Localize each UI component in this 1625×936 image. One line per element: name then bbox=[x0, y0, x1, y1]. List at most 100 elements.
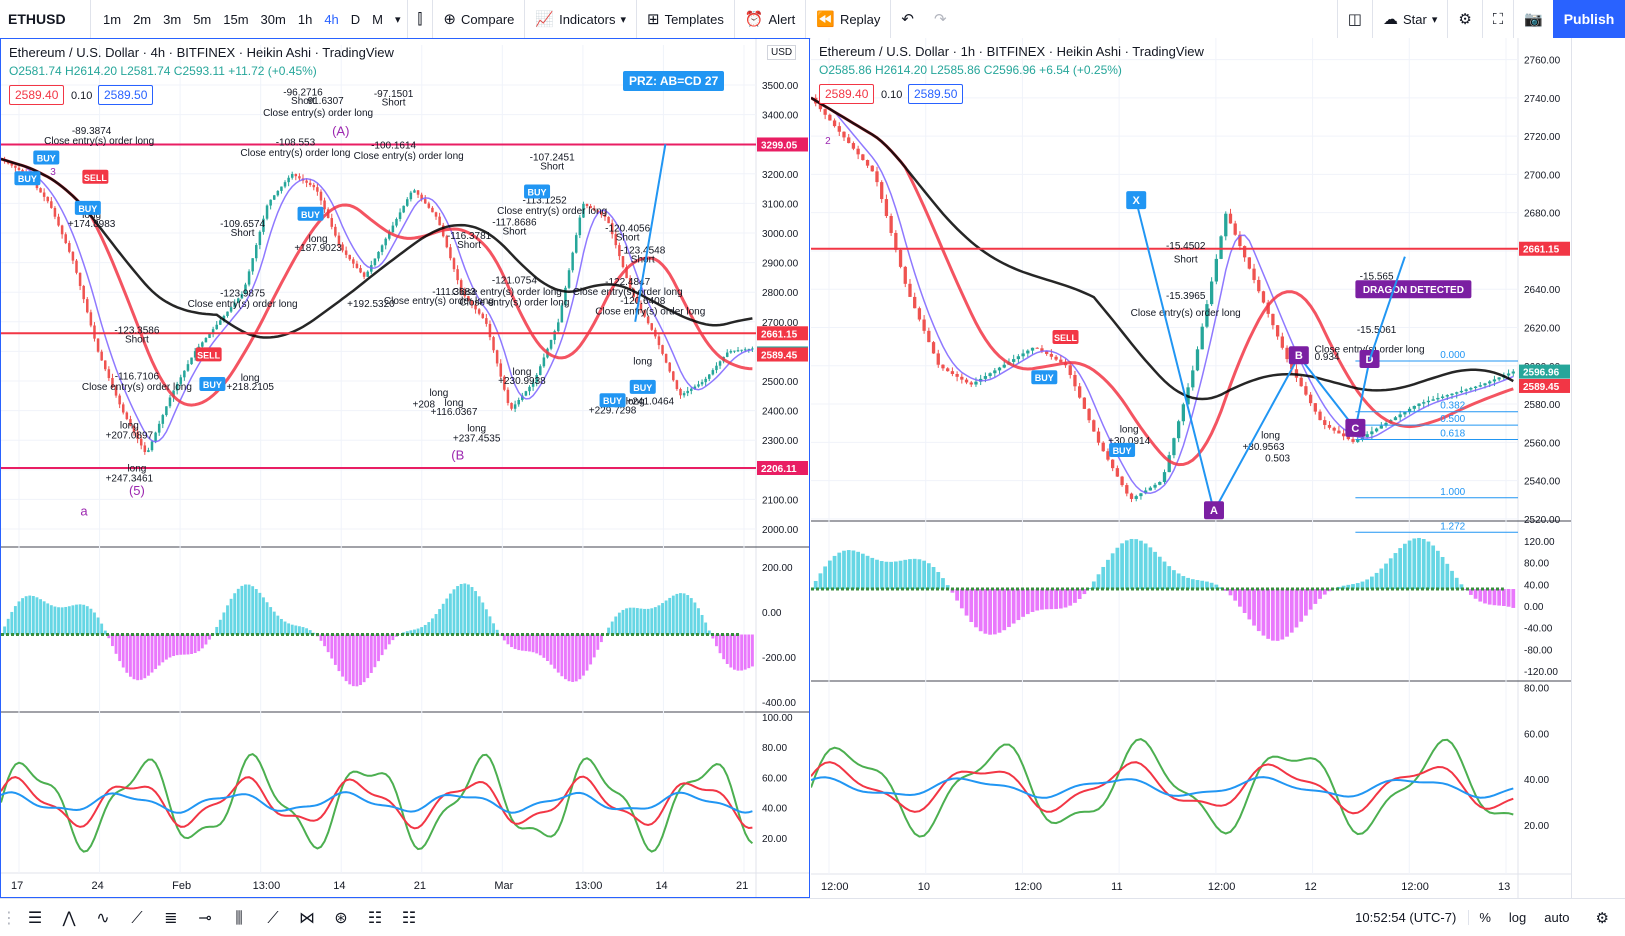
alert-button[interactable]: ⏰ Alert bbox=[733, 0, 805, 38]
position-icon[interactable]: ⫼ bbox=[235, 907, 243, 927]
percent-toggle[interactable]: % bbox=[1468, 910, 1501, 925]
candle bbox=[861, 154, 865, 161]
measure-icon[interactable]: ☷ bbox=[401, 908, 417, 927]
osc-axis-label: -120.00 bbox=[1524, 667, 1558, 678]
log-toggle[interactable]: log bbox=[1508, 910, 1527, 925]
redo-button[interactable]: ↷ bbox=[924, 0, 957, 38]
candle bbox=[847, 137, 851, 144]
layout-button[interactable]: ◫ bbox=[1336, 0, 1372, 38]
strategy-annotation: -15.5061 bbox=[1357, 325, 1397, 336]
timeframe-30m[interactable]: 30m bbox=[260, 11, 286, 27]
chevron-down-icon: ▾ bbox=[1431, 12, 1438, 26]
signal-marker bbox=[297, 206, 324, 221]
candle bbox=[1214, 258, 1218, 282]
candle bbox=[711, 370, 715, 375]
candle bbox=[1181, 404, 1186, 422]
undo-button[interactable]: ↶ bbox=[890, 0, 924, 38]
rewind-icon: ⏪ bbox=[816, 10, 835, 28]
plus-circle-icon: ⊕ bbox=[443, 10, 456, 28]
drag-handle-icon[interactable]: ⋮ bbox=[1, 908, 17, 927]
candle bbox=[856, 148, 860, 155]
right-sell-price[interactable]: 2589.40 bbox=[819, 84, 875, 104]
price-tag bbox=[1519, 378, 1570, 393]
symbol-search[interactable]: ETHUSD bbox=[0, 0, 91, 38]
pattern-point-marker bbox=[1203, 501, 1224, 520]
candle bbox=[1374, 428, 1379, 432]
horizontal-line-icon[interactable]: ⊸ bbox=[198, 908, 212, 927]
menu-icon[interactable]: ☰ bbox=[27, 908, 43, 927]
cycle-icon[interactable]: ⊛ bbox=[334, 908, 348, 927]
compare-button[interactable]: ⊕ Compare bbox=[432, 0, 524, 38]
right-chart-panel[interactable]: 2760.002740.002720.002700.002680.002660.… bbox=[811, 38, 1571, 898]
chevron-down-icon[interactable]: ▾ bbox=[395, 12, 401, 26]
price-axis-label: 2520.00 bbox=[1524, 515, 1561, 526]
currency-selector[interactable]: USD bbox=[767, 45, 797, 60]
right-chart-canvas[interactable]: 2760.002740.002720.002700.002680.002660.… bbox=[811, 38, 1571, 898]
timeframe-list: 1m 2m 3m 5m 15m 30m 1h 4h D M bbox=[91, 12, 389, 27]
candle bbox=[348, 254, 351, 260]
bar-style-button[interactable]: ⫿ bbox=[406, 0, 433, 38]
right-chart-title[interactable]: Ethereum / U.S. Dollar · 1h · BITFINEX ·… bbox=[819, 44, 1204, 59]
snapshot-button[interactable]: 📷 bbox=[1513, 0, 1553, 38]
replay-button[interactable]: ⏪ Replay bbox=[805, 0, 890, 38]
projection-line[interactable] bbox=[1368, 256, 1406, 361]
candle bbox=[693, 386, 697, 389]
publish-button[interactable]: Publish bbox=[1553, 0, 1625, 38]
left-chart-title[interactable]: Ethereum / U.S. Dollar · 4h · BITFINEX ·… bbox=[9, 45, 394, 60]
timeframe-D[interactable]: D bbox=[350, 11, 361, 27]
timeframe-15m[interactable]: 15m bbox=[223, 11, 249, 27]
candle bbox=[818, 103, 823, 110]
templates-button[interactable]: ⊞ Templates bbox=[636, 0, 734, 38]
layout-name-button[interactable]: ☁ Star ▾ bbox=[1371, 0, 1447, 38]
candle bbox=[974, 381, 978, 385]
text-icon[interactable]: ☷ bbox=[367, 908, 383, 927]
candle bbox=[1332, 427, 1336, 431]
timeframe-2m[interactable]: 2m bbox=[133, 11, 152, 27]
xabcd-icon[interactable]: ⋈ bbox=[299, 908, 315, 927]
candle bbox=[1455, 392, 1459, 394]
timeframe-1h[interactable]: 1h bbox=[297, 11, 313, 27]
candle bbox=[445, 236, 449, 248]
clock-display[interactable]: 10:52:54 (UTC-7) bbox=[1355, 910, 1457, 925]
signal-label: BUY bbox=[1113, 446, 1132, 456]
indicators-button[interactable]: 📈 Indicators ▾ bbox=[524, 0, 636, 38]
fib-icon[interactable]: ≣ bbox=[164, 908, 178, 927]
candle bbox=[1040, 348, 1044, 352]
timeframe-4h[interactable]: 4h bbox=[324, 11, 339, 27]
settings-button[interactable]: ⚙ bbox=[1447, 0, 1481, 38]
candle bbox=[165, 406, 168, 416]
strategy-annotation: long bbox=[1120, 425, 1139, 436]
timeframe-1m[interactable]: 1m bbox=[103, 11, 122, 27]
timeframe-M[interactable]: M bbox=[372, 11, 384, 27]
left-sell-price[interactable]: 2589.40 bbox=[9, 85, 65, 105]
projection-line[interactable] bbox=[634, 144, 667, 322]
price-tag-label: 2661.15 bbox=[761, 329, 798, 340]
candle bbox=[1134, 496, 1138, 499]
candle bbox=[334, 226, 337, 236]
timeframe-3m[interactable]: 3m bbox=[163, 11, 182, 27]
price-axis-label: 2800.00 bbox=[762, 288, 799, 299]
candle bbox=[1379, 425, 1383, 429]
candle bbox=[1497, 377, 1501, 380]
auto-toggle[interactable]: auto bbox=[1544, 910, 1570, 925]
candle bbox=[86, 299, 89, 313]
trendline-icon[interactable]: ⟋ bbox=[131, 907, 143, 927]
candle bbox=[913, 296, 917, 309]
pattern-point-marker bbox=[1126, 191, 1147, 210]
brush-icon[interactable]: ⟋ bbox=[267, 907, 279, 927]
candle bbox=[100, 351, 103, 361]
wave-icon[interactable]: ∿ bbox=[96, 908, 110, 927]
pattern-icon[interactable]: ⋀ bbox=[62, 908, 76, 927]
right-buy-price[interactable]: 2589.50 bbox=[908, 84, 964, 104]
left-buy-price[interactable]: 2589.50 bbox=[98, 85, 154, 105]
candle bbox=[183, 370, 186, 378]
candle bbox=[251, 258, 254, 272]
timeframe-5m[interactable]: 5m bbox=[193, 11, 212, 27]
settings-icon[interactable]: ⚙ bbox=[1595, 908, 1609, 927]
left-chart-panel[interactable]: 3500.003400.003300.003200.003100.003000.… bbox=[0, 38, 810, 898]
strategy-annotation: Close entry(s) order long bbox=[573, 287, 683, 298]
left-chart-canvas[interactable]: 3500.003400.003300.003200.003100.003000.… bbox=[1, 39, 809, 897]
time-axis-label: Feb bbox=[172, 880, 191, 892]
redo-icon: ↷ bbox=[933, 10, 947, 28]
fullscreen-button[interactable]: ⛶ bbox=[1481, 0, 1514, 38]
